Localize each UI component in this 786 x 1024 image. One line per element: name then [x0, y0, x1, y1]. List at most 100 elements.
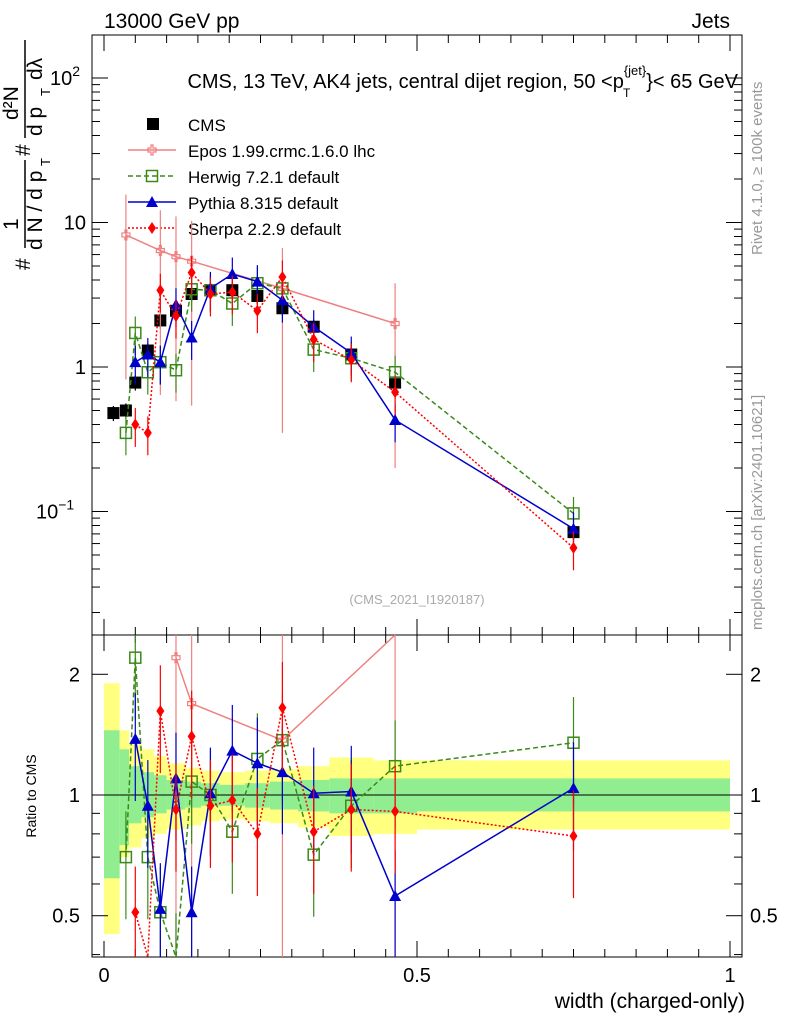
ratio-line-2	[125, 657, 574, 958]
main-point-4	[278, 270, 287, 283]
ratio-point-4	[309, 825, 318, 838]
main-line-1	[125, 234, 396, 325]
main-line-2	[125, 282, 574, 514]
energy-label: 13000 GeV pp	[104, 10, 239, 33]
main-point-4	[206, 288, 215, 301]
legend-label-0: CMS	[188, 116, 226, 135]
ratio-point-3	[276, 766, 289, 778]
band-inner-10	[269, 781, 299, 810]
main-point-2	[129, 326, 142, 340]
main-point-0	[119, 404, 132, 417]
ratio-point-4	[391, 805, 400, 818]
ylabel-dlambda: dλ	[24, 57, 47, 80]
ratio-point-3	[567, 782, 580, 794]
title-prefix: CMS, 13 TeV, AK4 jets, central dijet reg…	[187, 71, 612, 93]
main-point-1	[187, 255, 197, 267]
main-point-3	[141, 348, 154, 360]
ratio-point-4	[228, 794, 237, 807]
ratio-ytick-label-left-0: 0.5	[52, 906, 80, 928]
ratio-point-3	[185, 906, 198, 918]
legend-label-4: Sherpa 2.2.9 default	[188, 220, 341, 239]
ratio-ytick-label-right-2: 2	[750, 664, 761, 686]
main-point-3	[276, 294, 289, 306]
ratio-point-4	[278, 701, 287, 714]
main-point-4	[309, 333, 318, 346]
ratio-line-1	[175, 634, 396, 742]
rivet-label: Rivet 4.1.0, ≥ 100k events	[749, 82, 766, 255]
main-series-sherpa	[131, 256, 578, 571]
legend-marker-cms	[147, 118, 159, 130]
main-point-3	[251, 275, 264, 287]
ratio-point-3	[226, 744, 239, 756]
main-point-1	[171, 251, 181, 263]
ratio-point-4	[171, 803, 180, 816]
main-point-1	[121, 229, 131, 241]
band-inner-0	[104, 730, 120, 879]
xtick-label-1: 0.5	[403, 965, 431, 987]
title-pt-sub: T	[623, 86, 631, 100]
ratio-point-3	[389, 889, 402, 901]
main-ytick-label-3: 102	[50, 63, 80, 90]
main-ylabel: # 1 d N / d p T # d²N d p T dλ	[0, 40, 53, 270]
main-point-4	[228, 286, 237, 299]
ratio-point-4	[206, 799, 215, 812]
ylabel-t2: T	[38, 88, 53, 96]
ratio-point-3	[129, 732, 142, 744]
main-point-3	[567, 522, 580, 534]
legend-marker-4	[148, 222, 156, 234]
ratio-point-4	[569, 830, 578, 843]
ratio-uncertainty-bands	[104, 683, 730, 935]
xtick-label-2: 1	[724, 965, 735, 987]
main-point-4	[253, 304, 262, 317]
main-ytick-label-2: 10	[64, 213, 86, 235]
ratio-point-3	[154, 902, 167, 914]
main-series-pythia	[129, 257, 580, 552]
ratio-ylabel: Ratio to CMS	[23, 754, 39, 837]
ratio-point-3	[251, 757, 264, 769]
main-point-3	[129, 356, 142, 368]
ratio-ytick-label-right-0: 0.5	[750, 906, 778, 928]
main-point-3	[185, 331, 198, 343]
title-suffix: }< 65 GeV	[646, 71, 738, 93]
ratio-point-4	[347, 803, 356, 816]
ylabel-hash-2: #	[12, 144, 35, 156]
ratio-series-layer	[119, 634, 580, 958]
main-point-2	[119, 426, 133, 440]
main-point-1	[390, 317, 400, 330]
xlabel: width (charged-only)	[554, 990, 745, 1013]
ylabel-dn-dpt: d N / d p	[24, 171, 47, 250]
ratio-ytick-label-left-2: 2	[69, 664, 80, 686]
main-point-3	[389, 413, 402, 425]
ratio-point-1	[171, 652, 181, 664]
main-point-2	[169, 363, 183, 377]
mcplots-label: mcplots.cern.ch [arXiv:2401.10621]	[749, 395, 766, 630]
ratio-point-4	[156, 704, 165, 717]
main-series-cms	[107, 283, 580, 541]
main-point-4	[131, 418, 140, 431]
band-inner-4	[154, 775, 167, 814]
main-ytick-label-0: 10−1	[36, 497, 74, 524]
main-point-4	[187, 266, 196, 279]
ratio-point-1	[187, 698, 197, 710]
main-point-4	[347, 353, 356, 366]
legend: CMS Epos 1.99.crmc.1.6.0 lhc Herwig 7.2.1 …	[128, 116, 376, 239]
ratio-series-sherpa	[131, 662, 578, 958]
analysis-id: (CMS_2021_I1920187)	[349, 592, 484, 607]
ratio-point-4	[187, 730, 196, 743]
ratio-ytick-label-left-1: 1	[69, 785, 80, 807]
ratio-point-3	[141, 799, 154, 811]
legend-label-3: Pythia 8.315 default	[188, 194, 339, 213]
main-point-0	[107, 407, 120, 420]
band-inner-1	[119, 749, 130, 846]
main-point-3	[226, 268, 239, 280]
ylabel-dpt: d p	[24, 107, 47, 136]
ylabel-one: 1	[0, 218, 23, 230]
main-point-1	[155, 244, 165, 257]
main-series-layer	[107, 194, 580, 571]
main-point-4	[391, 386, 400, 399]
main-point-4	[156, 284, 165, 297]
ylabel-d2n: d²N	[0, 86, 23, 120]
legend-marker-3	[146, 196, 158, 207]
ratio-point-4	[131, 906, 140, 919]
